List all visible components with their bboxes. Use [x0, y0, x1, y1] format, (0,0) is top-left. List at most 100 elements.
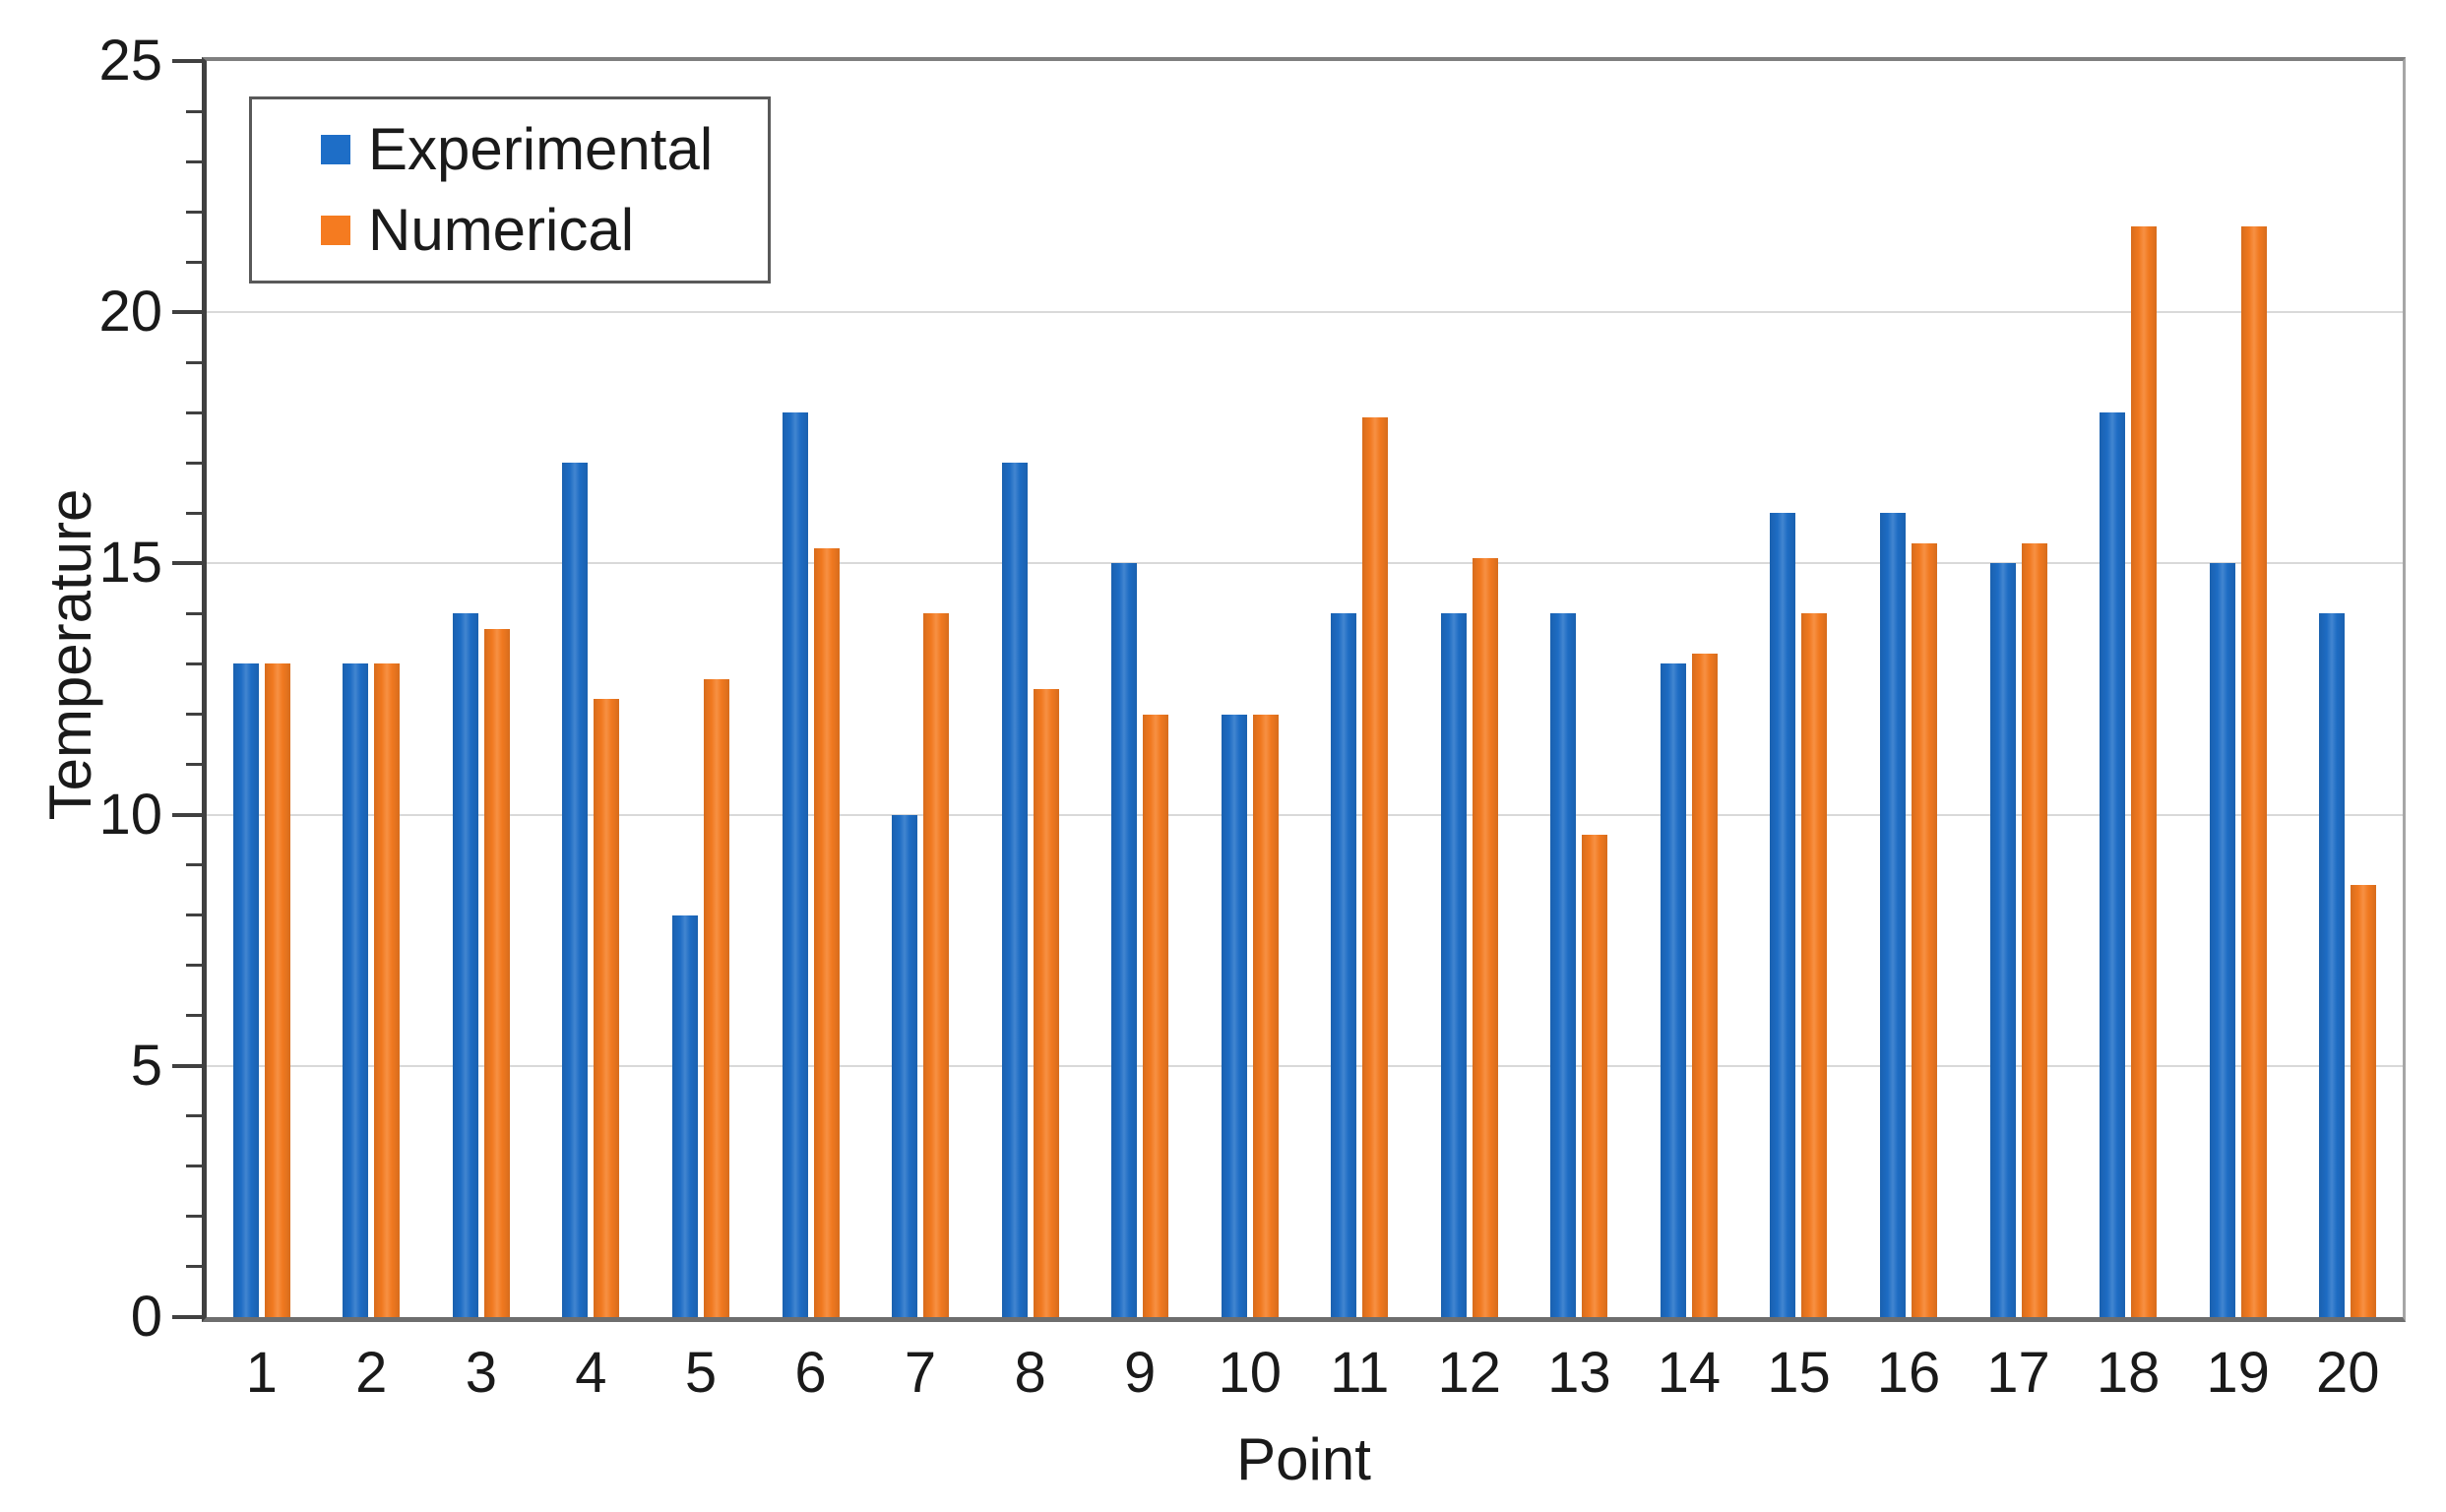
y-tick-major-5: [172, 1063, 202, 1068]
bar-experimental-19: [2209, 563, 2235, 1317]
bar-numerical-20: [2351, 885, 2377, 1317]
bar-experimental-7: [892, 815, 918, 1317]
legend-item-experimental: Experimental: [321, 115, 768, 182]
y-tick-major-10: [172, 812, 202, 817]
x-tick-label-7: 7: [904, 1341, 937, 1405]
legend: Experimental Numerical: [249, 96, 771, 284]
y-tick-label-15: 15: [98, 531, 162, 596]
bar-numerical-12: [1472, 558, 1498, 1317]
y-tick-minor-14: [186, 611, 202, 615]
x-tick-label-20: 20: [2315, 1341, 2380, 1405]
bar-experimental-14: [1660, 663, 1686, 1317]
bar-numerical-19: [2240, 226, 2267, 1317]
bar-experimental-2: [343, 663, 369, 1317]
y-tick-minor-13: [186, 662, 202, 665]
y-tick-minor-1: [186, 1265, 202, 1269]
y-tick-major-20: [172, 310, 202, 315]
y-tick-minor-8: [186, 914, 202, 917]
y-tick-label-25: 25: [98, 29, 162, 93]
bar-experimental-8: [1001, 463, 1028, 1317]
y-tick-minor-4: [186, 1114, 202, 1118]
y-tick-minor-17: [186, 461, 202, 465]
y-tick-major-0: [172, 1315, 202, 1319]
bar-experimental-6: [782, 412, 808, 1317]
x-tick-label-8: 8: [1014, 1341, 1046, 1405]
y-tick-minor-24: [186, 109, 202, 113]
y-tick-minor-23: [186, 159, 202, 163]
bar-numerical-11: [1362, 417, 1389, 1317]
gridline-y-20: [207, 311, 2403, 314]
legend-swatch-numerical: [321, 216, 350, 246]
legend-item-numerical: Numerical: [321, 199, 768, 262]
bar-experimental-5: [671, 915, 698, 1317]
x-tick-label-10: 10: [1218, 1341, 1282, 1405]
bar-experimental-18: [2100, 412, 2126, 1317]
y-tick-label-20: 20: [98, 280, 162, 345]
bar-experimental-11: [1331, 613, 1357, 1317]
x-tick-label-19: 19: [2206, 1341, 2270, 1405]
x-tick-label-11: 11: [1330, 1341, 1390, 1405]
x-tick-label-9: 9: [1124, 1341, 1157, 1405]
legend-swatch-experimental: [321, 134, 350, 164]
legend-label-experimental: Experimental: [368, 115, 714, 182]
bar-numerical-10: [1252, 715, 1279, 1317]
bar-experimental-9: [1111, 563, 1138, 1317]
bar-numerical-14: [1691, 654, 1718, 1317]
y-tick-minor-11: [186, 763, 202, 767]
x-tick-label-4: 4: [575, 1341, 607, 1405]
x-tick-label-14: 14: [1657, 1341, 1722, 1405]
y-tick-minor-22: [186, 210, 202, 214]
plot-area: 1 2 3 4 5 6 7 8 9 10 11 12 13 14 15 16 17 18 19 20 0 5 10 15 20…: [98, 30, 2406, 1404]
bar-numerical-2: [374, 663, 401, 1317]
y-tick-label-10: 10: [98, 782, 162, 847]
y-tick-minor-7: [186, 964, 202, 968]
bar-experimental-4: [562, 463, 589, 1317]
bar-experimental-20: [2319, 613, 2346, 1317]
bar-numerical-7: [923, 613, 950, 1317]
y-tick-label-5: 5: [130, 1033, 162, 1098]
x-tick-label-5: 5: [684, 1341, 718, 1405]
x-tick-label-2: 2: [355, 1341, 388, 1405]
bar-experimental-13: [1550, 613, 1577, 1317]
x-tick-label-15: 15: [1767, 1341, 1831, 1405]
bar-numerical-6: [813, 548, 840, 1317]
bar-numerical-18: [2131, 226, 2158, 1317]
y-tick-minor-9: [186, 863, 202, 867]
y-tick-major-25: [172, 59, 202, 63]
y-tick-minor-3: [186, 1165, 202, 1168]
x-tick-label-12: 12: [1437, 1341, 1502, 1405]
gridline-y-15: [207, 562, 2403, 565]
x-tick-label-18: 18: [2096, 1341, 2161, 1405]
bar-numerical-5: [703, 679, 729, 1317]
y-tick-label-0: 0: [130, 1285, 162, 1349]
bar-numerical-9: [1143, 715, 1169, 1317]
bar-experimental-16: [1880, 513, 1907, 1317]
x-tick-label-13: 13: [1547, 1341, 1611, 1405]
bar-numerical-15: [1801, 613, 1828, 1317]
gridline-y-5: [207, 1064, 2403, 1067]
y-tick-minor-12: [186, 713, 202, 717]
bar-experimental-10: [1221, 715, 1247, 1317]
y-tick-minor-18: [186, 410, 202, 414]
bar-numerical-17: [2021, 543, 2047, 1317]
x-tick-label-3: 3: [465, 1341, 497, 1405]
y-tick-minor-19: [186, 360, 202, 364]
x-tick-label-6: 6: [794, 1341, 827, 1405]
bar-experimental-3: [452, 613, 478, 1317]
gridline-y-10: [207, 813, 2403, 816]
bar-numerical-16: [1912, 543, 1938, 1317]
bar-experimental-17: [1989, 563, 2016, 1317]
bar-numerical-4: [594, 699, 620, 1317]
bar-experimental-15: [1770, 513, 1796, 1317]
bar-numerical-3: [483, 629, 510, 1317]
y-tick-minor-16: [186, 511, 202, 515]
x-tick-label-17: 17: [1986, 1341, 2050, 1405]
y-tick-minor-6: [186, 1014, 202, 1018]
bar-numerical-13: [1582, 835, 1608, 1317]
y-tick-minor-2: [186, 1215, 202, 1219]
bar-numerical-8: [1033, 689, 1059, 1317]
y-tick-major-15: [172, 561, 202, 566]
x-tick-label-16: 16: [1876, 1341, 1941, 1405]
y-tick-minor-21: [186, 260, 202, 264]
